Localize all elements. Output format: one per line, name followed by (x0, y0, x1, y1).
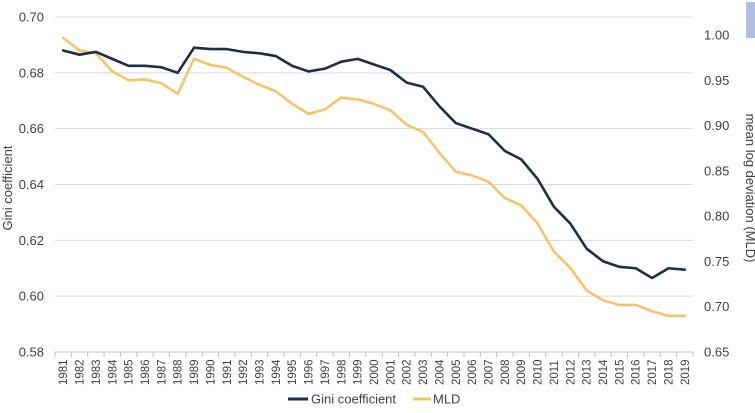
x-tick-label: 2015 (614, 359, 626, 385)
x-tick-label: 2000 (369, 359, 381, 385)
right-tick-label: 0.80 (704, 209, 729, 224)
x-tick-label: 1984 (107, 359, 119, 385)
x-tick-label: 1998 (336, 359, 348, 385)
left-tick-label: 0.62 (19, 233, 44, 248)
right-tick-label: 0.75 (704, 254, 729, 269)
series-line-mld (61, 36, 687, 318)
right-tick-label: 0.65 (704, 345, 729, 360)
left-tick-label: 0.60 (19, 289, 44, 304)
right-tick-label: 0.70 (704, 299, 729, 314)
left-axis-title: Gini coefficient (0, 145, 15, 230)
x-tick-label: 2012 (565, 359, 577, 385)
x-tick-label: 1983 (91, 359, 103, 385)
x-tick-label: 2003 (418, 359, 430, 385)
x-tick-label: 2016 (631, 359, 643, 385)
x-tick-label: 1985 (124, 359, 136, 385)
left-tick-label: 0.66 (19, 121, 44, 136)
x-tick-label: 1996 (304, 359, 316, 385)
x-tick-label: 2013 (582, 359, 594, 385)
x-tick-label: 1987 (156, 359, 168, 385)
x-tick-label: 1990 (205, 359, 217, 385)
x-tick-label: 2005 (451, 359, 463, 385)
legend: Gini coefficient MLD (288, 392, 460, 407)
x-tick-label: 2009 (516, 359, 528, 385)
corner-tab (746, 2, 755, 38)
axes (54, 351, 694, 357)
x-tick-label: 1995 (287, 359, 299, 385)
x-tick-label: 2007 (484, 359, 496, 385)
x-tick-label: 2008 (500, 359, 512, 385)
x-tick-label: 1993 (254, 359, 266, 385)
x-tick-label: 2002 (402, 359, 414, 385)
right-tick-label: 0.85 (704, 163, 729, 178)
legend-label-mld: MLD (433, 392, 460, 407)
left-tick-label: 0.68 (19, 65, 44, 80)
series-line-gini (61, 46, 687, 280)
legend-label-gini: Gini coefficient (311, 392, 396, 407)
x-tick-label: 2010 (533, 359, 545, 385)
x-tick-label: 1999 (353, 359, 365, 385)
left-tick-label: 0.70 (19, 10, 44, 25)
x-tick-label: 1986 (140, 359, 152, 385)
x-tick-label: 1992 (238, 359, 250, 385)
x-tick-label: 2006 (467, 359, 479, 385)
right-tick-label: 0.95 (704, 73, 729, 88)
x-tick-label: 2014 (598, 359, 610, 385)
left-tick-label: 0.64 (19, 177, 44, 192)
x-tick-label: 1982 (75, 359, 87, 385)
x-tick-label: 2004 (434, 359, 446, 385)
right-axis-title: mean log deviation (MLD) (743, 114, 755, 263)
x-tick-label: 1989 (189, 359, 201, 385)
right-tick-label: 0.90 (704, 118, 729, 133)
x-tick-label: 1991 (222, 359, 234, 385)
tick-labels: 0.58 0.60 0.62 0.64 0.66 0.68 0.70 0.65 0.70 0.75… (19, 10, 730, 386)
x-tick-label: 1994 (271, 359, 283, 385)
x-tick-label: 2019 (680, 359, 692, 385)
series-lines (61, 36, 687, 318)
left-tick-label: 0.58 (19, 345, 44, 360)
right-tick-label: 1.00 (704, 28, 729, 43)
x-tick-label: 1997 (320, 359, 332, 385)
x-tick-label: 2017 (647, 359, 659, 385)
gridlines (55, 16, 693, 297)
x-tick-label: 2018 (663, 359, 675, 385)
x-tick-label: 1988 (173, 359, 185, 385)
x-tick-label: 2001 (385, 359, 397, 385)
x-tick-label: 1981 (58, 359, 70, 385)
x-tick-label: 2011 (549, 360, 561, 385)
